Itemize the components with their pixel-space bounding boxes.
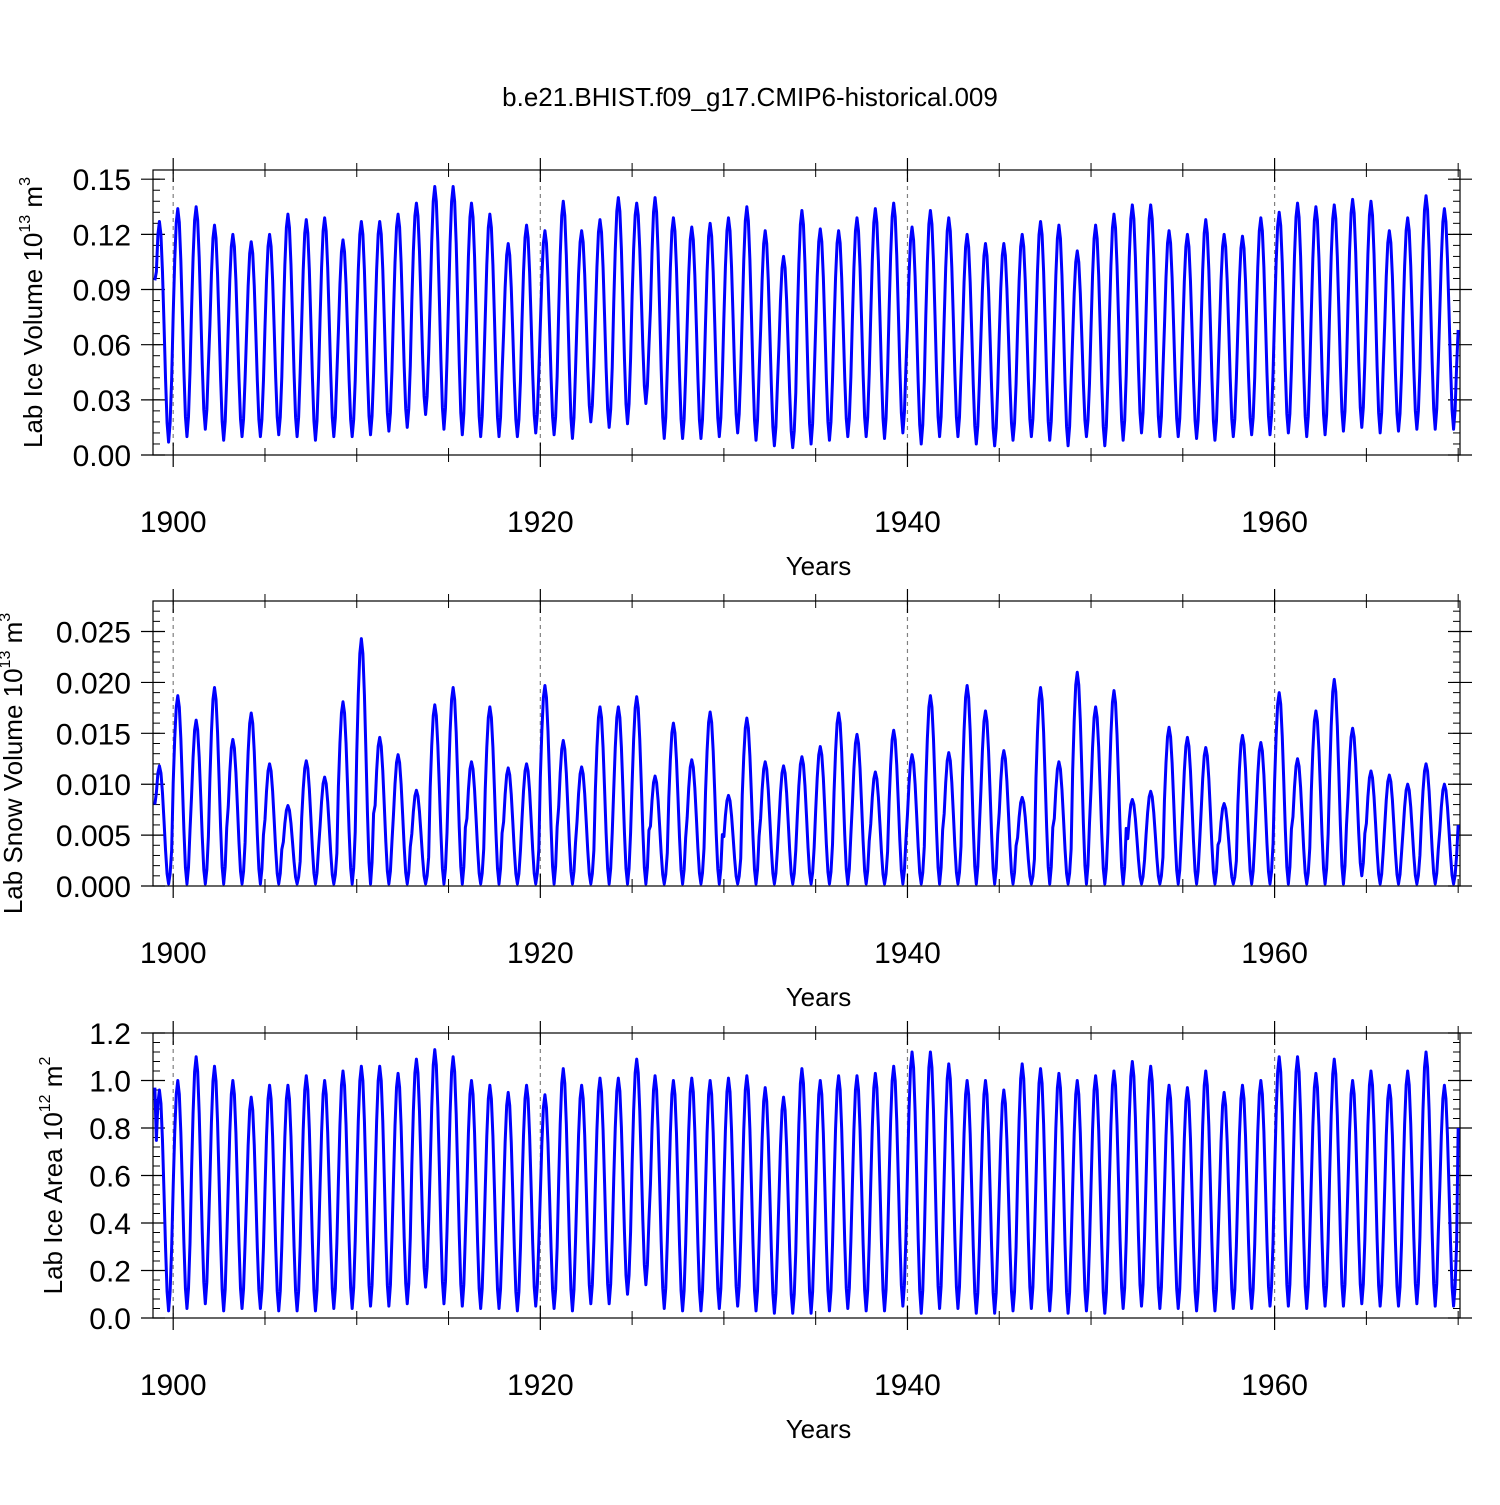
x-tick-label: 1940 [874, 937, 941, 970]
x-axis-label: Years [786, 1414, 852, 1444]
y-tick-label: 0.025 [56, 617, 131, 650]
series-line-lab-snow-volume [153, 637, 1460, 886]
y-axis-label-part: Lab Ice Volume 10 [18, 233, 48, 448]
x-tick-label: 1900 [140, 937, 207, 970]
series-line-lab-ice-volume [153, 185, 1460, 450]
y-tick-label: 1.0 [89, 1066, 131, 1099]
y-axis-label: Lab Ice Area 1012 m2 [37, 1057, 68, 1295]
x-tick-label: 1920 [507, 937, 574, 970]
y-tick-label: 0.2 [89, 1256, 131, 1289]
y-tick-label: 0.8 [89, 1113, 131, 1146]
x-tick-label: 1900 [140, 506, 207, 539]
panel-1: 0.00 0.03 0.06 0.09 0.12 0.15 1900 1920 1940 1960… [17, 158, 1472, 581]
y-axis-label-part: Lab Ice Area 10 [38, 1112, 68, 1294]
y-tick-label: 0.000 [56, 871, 131, 904]
figure-title: b.e21.BHIST.f09_g17.CMIP6-historical.009 [502, 82, 998, 112]
y-axis-label-part: 3 [17, 177, 34, 186]
panel-3: 0.0 0.2 0.4 0.6 0.8 1.0 1.2 1900 1920 1940 1960 Yea… [37, 1018, 1472, 1444]
y-tick-label: 0.6 [89, 1161, 131, 1194]
y-tick-label: 0.06 [73, 330, 131, 363]
y-tick-label: 0.00 [73, 440, 131, 473]
x-tick-label: 1920 [507, 506, 574, 539]
y-axis-label-part: m [38, 1066, 68, 1095]
panel-2: 0.000 0.005 0.010 0.015 0.020 0.025 1900 1920 19… [0, 589, 1472, 1012]
x-tick-label: 1960 [1241, 506, 1308, 539]
y-axis-label-part: 13 [0, 651, 14, 669]
y-axis-label-part: 13 [17, 215, 34, 233]
x-axis-label: Years [786, 551, 852, 581]
plot-frame [152, 169, 1461, 456]
y-axis-label-part: 2 [37, 1057, 54, 1066]
y-tick-label: 0.0 [89, 1303, 131, 1336]
y-tick-label: 0.020 [56, 667, 131, 700]
y-tick-label: 0.005 [56, 820, 131, 853]
y-axis-label-part: 3 [0, 613, 14, 622]
x-tick-label: 1920 [507, 1369, 574, 1402]
y-tick-label: 0.03 [73, 385, 131, 418]
y-axis-label: Lab Ice Volume 1013 m3 [17, 177, 48, 448]
y-axis-label-part: m [0, 622, 28, 651]
x-tick-label: 1960 [1241, 937, 1308, 970]
x-tick-label: 1900 [140, 1369, 207, 1402]
series-line-lab-ice-area [153, 1048, 1460, 1315]
x-axis-label: Years [786, 982, 852, 1012]
x-tick-label: 1960 [1241, 1369, 1308, 1402]
y-axis-label: Lab Snow Volume 1013 m3 [0, 613, 28, 914]
y-tick-label: 1.2 [89, 1018, 131, 1051]
y-tick-label: 0.09 [73, 275, 131, 308]
y-axis-label-part: 12 [37, 1094, 54, 1112]
y-axis-label-part: Lab Snow Volume 10 [0, 668, 28, 914]
x-tick-label: 1940 [874, 1369, 941, 1402]
y-tick-label: 0.15 [73, 164, 131, 197]
y-tick-label: 0.015 [56, 718, 131, 751]
y-tick-label: 0.4 [89, 1208, 131, 1241]
y-tick-label: 0.010 [56, 769, 131, 802]
y-tick-label: 0.12 [73, 219, 131, 252]
y-axis-label-part: m [18, 186, 48, 215]
x-tick-label: 1940 [874, 506, 941, 539]
